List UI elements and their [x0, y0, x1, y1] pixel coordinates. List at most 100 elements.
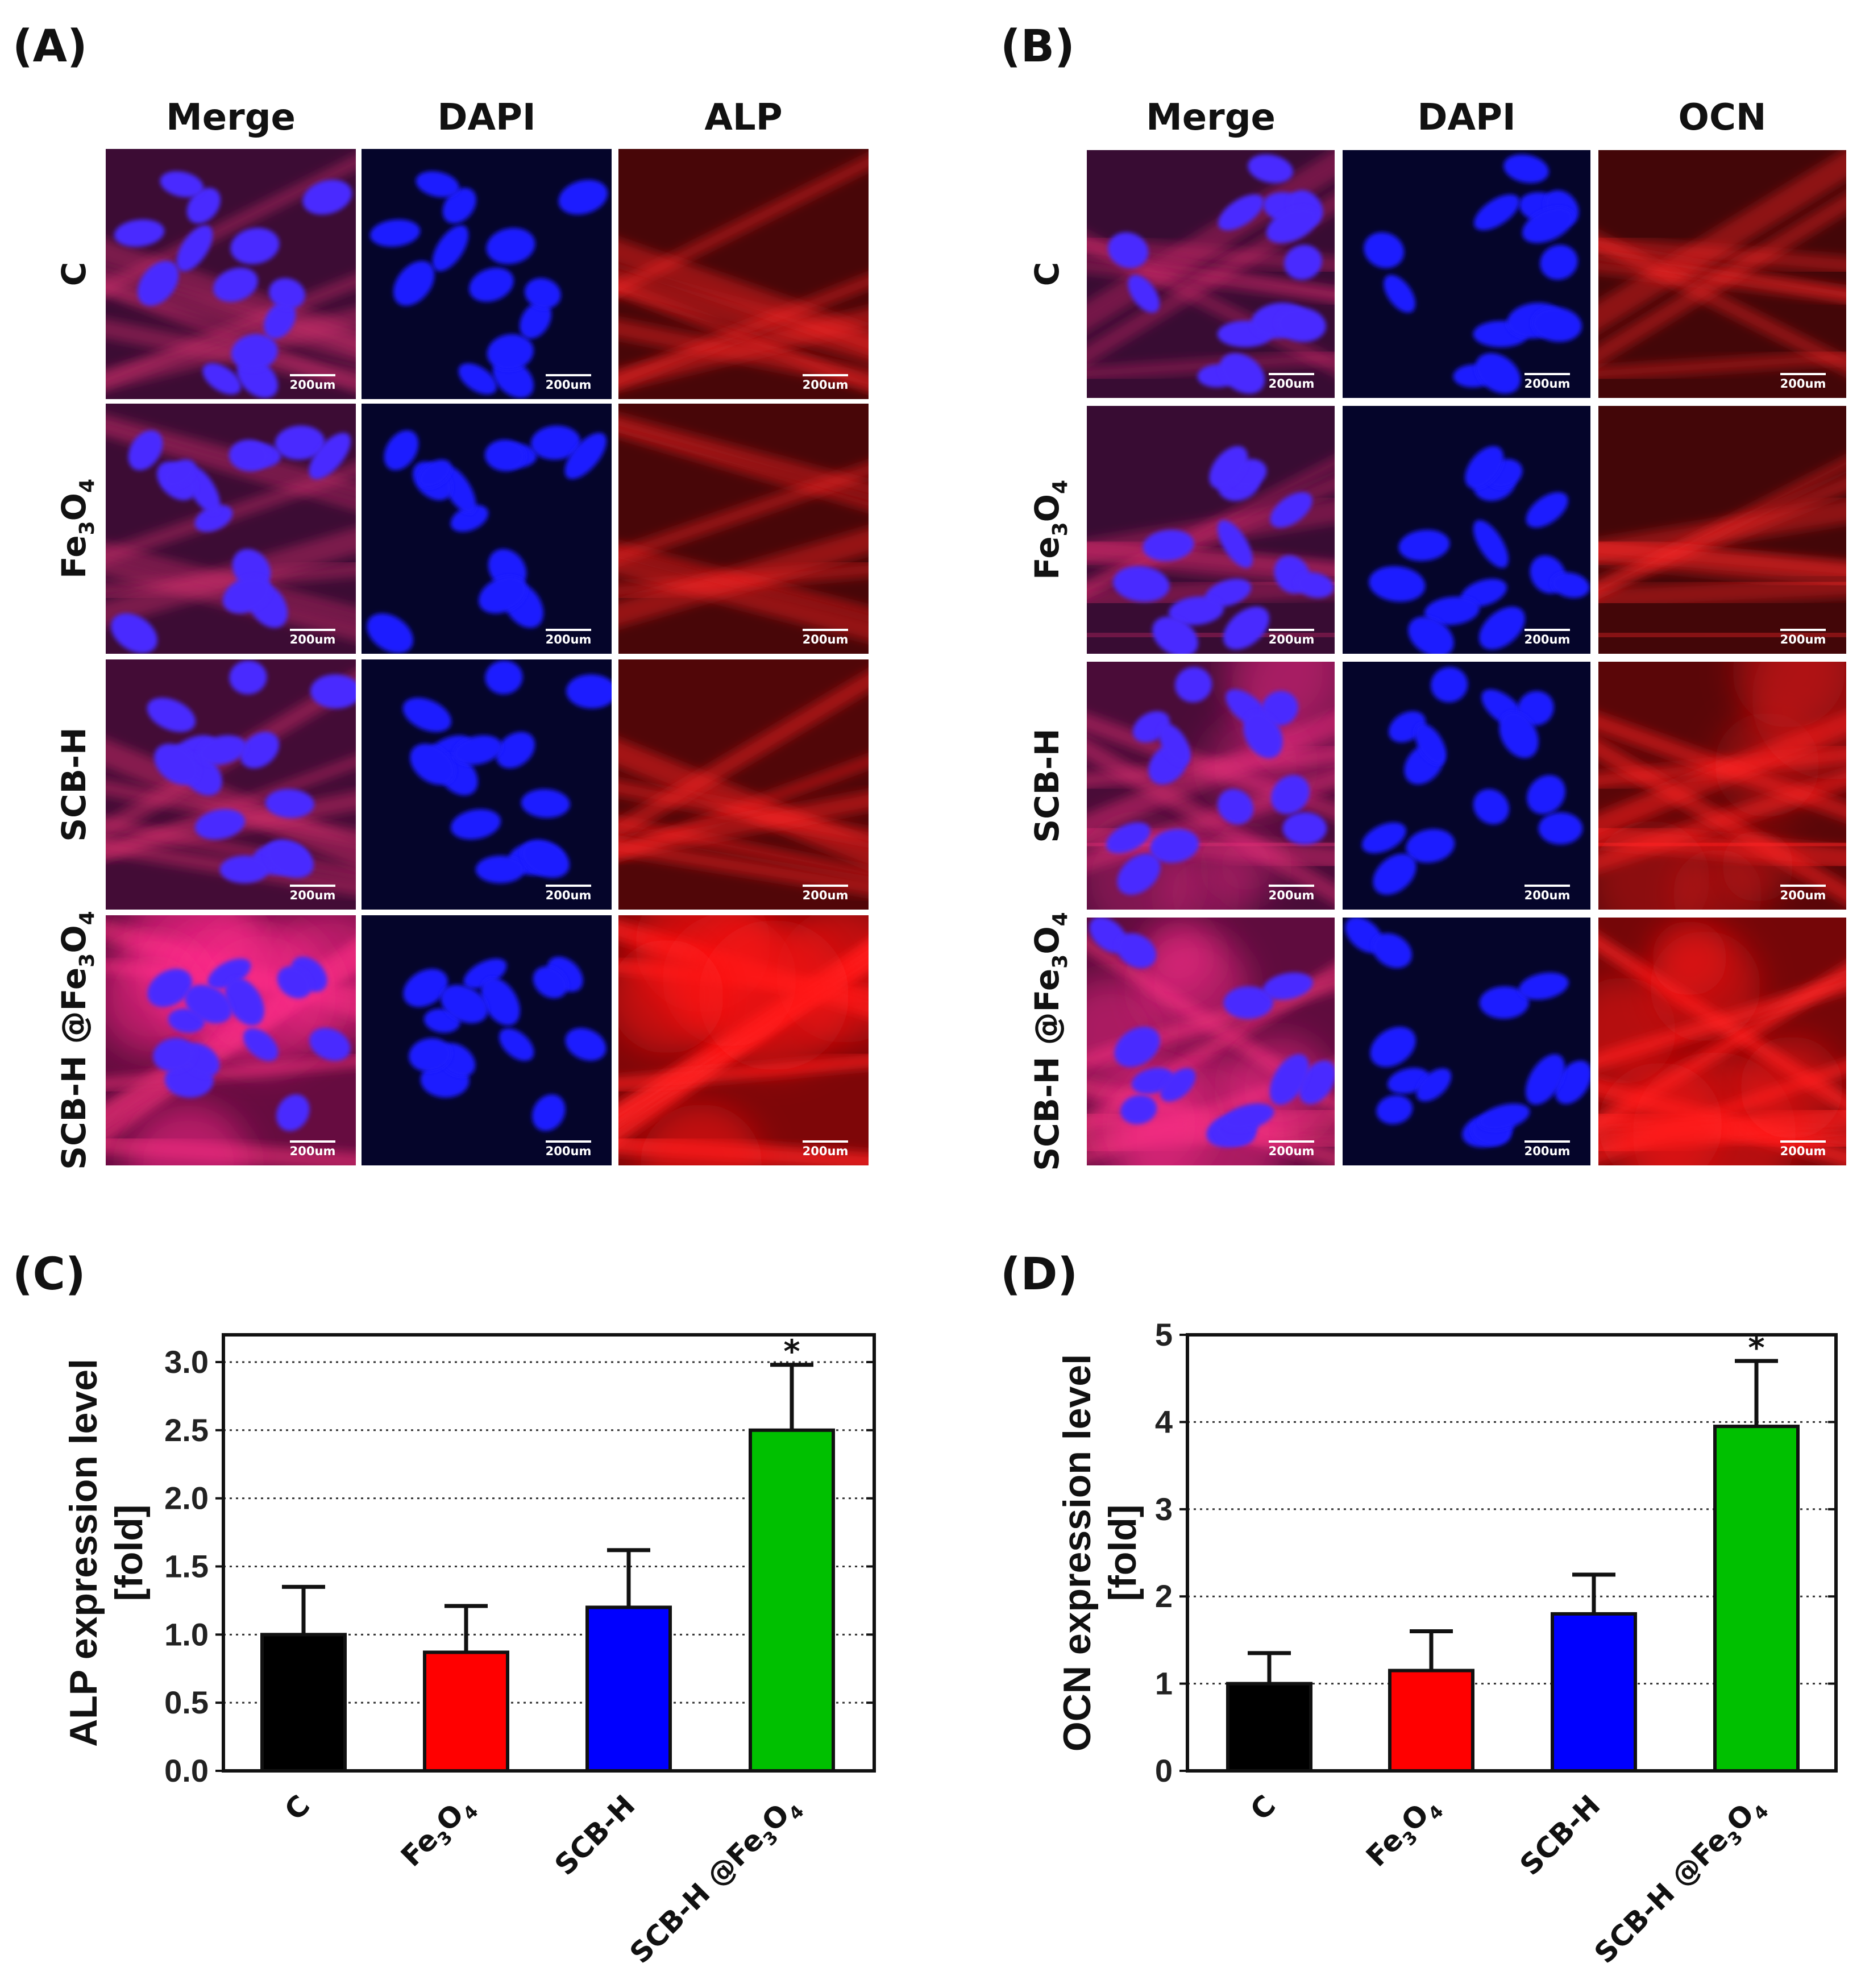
nucleus [147, 698, 196, 732]
scale-bar-label: 200um [546, 1144, 592, 1158]
micrograph-merge: 200um [106, 659, 356, 910]
nucleus [367, 613, 413, 654]
nucleus [225, 977, 264, 1026]
stain-glow [1732, 662, 1846, 728]
micrograph-content [362, 404, 612, 654]
micrograph-content [1343, 406, 1590, 654]
micrograph-content [1598, 150, 1846, 398]
micrograph-content [106, 404, 356, 654]
micrograph-stain: 200um [1598, 662, 1846, 910]
stained-fiber [1087, 539, 1335, 578]
nucleus [213, 267, 258, 302]
y-axis-title: ALP expression level [62, 1359, 105, 1747]
micrograph-dapi: 200um [1343, 918, 1590, 1165]
scale-bar-label: 200um [1780, 377, 1826, 391]
nucleus [1175, 667, 1212, 703]
row-label-part: 4 [76, 479, 99, 493]
nucleus [1384, 275, 1416, 313]
micrograph-stain: 200um [618, 659, 869, 910]
stained-fiber [618, 414, 869, 497]
nucleus [1373, 853, 1416, 895]
micrograph-content [362, 659, 612, 910]
nucleus [277, 966, 312, 999]
row-label-part: O [1028, 494, 1066, 522]
nucleus [1223, 986, 1273, 1019]
y-axis-unit: [fold] [107, 1505, 151, 1601]
category-label-part: Fe [394, 1823, 445, 1873]
row-label: Fe3O4 [55, 479, 99, 579]
nucleus [1376, 1095, 1413, 1124]
nucleus [1128, 275, 1160, 313]
nucleus [194, 505, 233, 532]
category-label-part: Fe [1360, 1823, 1410, 1873]
nucleus [1217, 788, 1254, 825]
nucleus [1361, 822, 1406, 854]
nucleus [463, 958, 507, 989]
y-tick-label: 2.5 [164, 1412, 209, 1448]
nucleus [1503, 154, 1549, 184]
significance-marker: * [783, 1334, 800, 1371]
nucleus [496, 732, 535, 769]
micrograph-dapi: 200um [362, 149, 612, 399]
nucleus [440, 985, 488, 1024]
stained-fiber [106, 273, 356, 388]
stained-fiber [1598, 575, 1846, 611]
bar [1226, 1682, 1312, 1773]
panel-label: (A) [13, 21, 88, 72]
scale-bar-label: 200um [803, 1144, 849, 1158]
category-label-part: C [1244, 1788, 1282, 1827]
nucleus [479, 576, 527, 614]
micrograph-stain: 200um [618, 404, 869, 654]
nucleus [243, 1028, 279, 1061]
micrograph-content [1087, 918, 1335, 1165]
nucleus [1219, 353, 1265, 394]
row-label: C [55, 262, 93, 287]
scale-bar-label: 200um [290, 889, 336, 902]
row-label-part: 3 [76, 521, 99, 535]
nucleus [1120, 1095, 1157, 1124]
stained-fiber [618, 839, 869, 895]
y-tick-label: 1.0 [164, 1616, 209, 1652]
nucleus [521, 788, 570, 818]
row-label: SCB-H @Fe3O4 [1028, 912, 1072, 1171]
scale-bar-label: 200um [1780, 1144, 1826, 1158]
row-label: Fe3O4 [1028, 480, 1072, 580]
micrograph-merge: 200um [1087, 406, 1335, 654]
stained-fiber [618, 738, 869, 868]
column-header: OCN [1679, 97, 1767, 139]
nucleus [1551, 572, 1590, 598]
nucleus [1473, 520, 1509, 568]
bar [1713, 1425, 1800, 1773]
stained-fiber [1087, 738, 1335, 904]
row-label-part: Fe [1028, 536, 1066, 580]
nucleus [197, 735, 247, 765]
y-tick-label: 2 [1155, 1578, 1173, 1614]
micrograph-merge: 200um [1087, 662, 1335, 910]
nucleus [1152, 616, 1198, 654]
nucleus [185, 466, 221, 514]
micrograph-content [1343, 918, 1590, 1165]
nucleus [186, 188, 221, 224]
scale-bar-label: 200um [1524, 889, 1571, 902]
category-label-part: C [279, 1788, 317, 1827]
nucleus [1527, 775, 1566, 815]
scale-bar-label: 200um [1524, 377, 1571, 391]
category-label: SCB-H @Fe3O4 [1588, 1788, 1773, 1973]
nucleus [1168, 596, 1224, 625]
nucleus [265, 840, 314, 878]
nucleus [1522, 207, 1574, 243]
row-label-part: SCB-H @Fe [55, 968, 93, 1170]
scale-bar-label: 200um [803, 378, 849, 392]
y-tick-label: 4 [1155, 1404, 1173, 1439]
micrograph-dapi: 200um [362, 659, 612, 910]
nucleus [520, 301, 552, 339]
stain-glow [1721, 830, 1794, 903]
row-label-part: C [1028, 262, 1066, 287]
nucleus [432, 225, 469, 272]
micrograph-dapi: 200um [1343, 150, 1590, 398]
nucleus [1408, 616, 1454, 654]
nucleus [450, 505, 489, 532]
scale-bar-label: 200um [546, 889, 592, 902]
